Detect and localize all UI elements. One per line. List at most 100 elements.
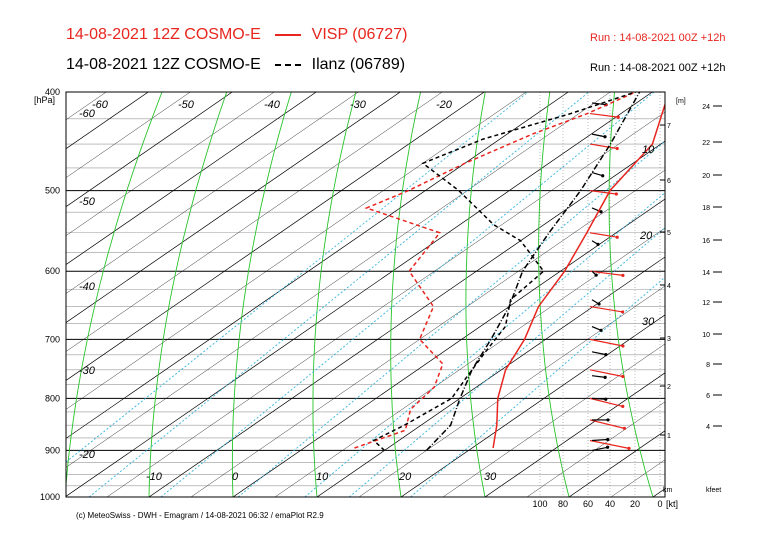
dry-adiabat-line [744, 92, 766, 497]
ilanz-wind-arrow-head [599, 328, 603, 332]
visp-wind-arrow [589, 112, 619, 118]
isotherm-line [0, 92, 22, 497]
km-tick-label: 6 [667, 178, 671, 185]
kfeet-tick-label: 20 [702, 173, 710, 180]
ilanz-wind-arrow [591, 397, 606, 400]
isotherm-bottom-label: -10 [146, 471, 163, 483]
kfeet-tick-label: 12 [702, 300, 710, 307]
km-tick-label: 4 [667, 283, 671, 290]
isotherm-left-label: -20 [79, 449, 96, 461]
kt-tick-label: 40 [605, 499, 615, 509]
mixing-ratio-line [349, 227, 665, 497]
isotherm-left-label: -30 [79, 365, 96, 377]
isotherm-line [66, 92, 569, 439]
kfeet-tick-label: 14 [702, 270, 710, 277]
km-bottom-label: km [663, 487, 673, 494]
ilanz-wind-arrow-head [603, 135, 607, 139]
visp-temperature-line [492, 102, 665, 449]
grid-layer [0, 92, 665, 497]
plot-frame [65, 91, 666, 498]
isotherm-line [232, 198, 665, 497]
ilanz-wind-arrow [591, 325, 602, 331]
dry-adiabat-line [608, 92, 654, 497]
isotherm-line [66, 92, 107, 121]
isotherm-line [484, 372, 665, 497]
visp-wind-arrow-head [615, 235, 619, 239]
isotherm-top-label: -60 [92, 99, 109, 111]
visp-wind-arrow [589, 143, 618, 150]
kt-axis-label: [kt] [666, 499, 678, 509]
ilanz-wind-arrow-head [601, 174, 605, 178]
visp-title: 14-08-2021 12Z COSMO-E VISP (06727) [66, 26, 407, 44]
pressure-tick-label: 400 [45, 87, 60, 97]
visp-wind-arrow [589, 232, 618, 238]
visp-legend-line [275, 33, 302, 36]
wind-speed-label: 30 [642, 316, 655, 328]
pressure-tick-label: 900 [45, 445, 60, 455]
dry-adiabat-line [312, 92, 357, 497]
ilanz-wind-arrow-head [594, 273, 598, 277]
ilanz-wind-arrow-head [606, 418, 610, 422]
kfeet-tick-label: 22 [702, 140, 710, 147]
ilanz-run-label: Run : 14-08-2021 00Z +12h [590, 62, 726, 74]
isotherm-line [66, 92, 527, 410]
mixing-ratio-line [304, 192, 665, 497]
dry-adiabat-line [231, 92, 292, 497]
pressure-unit-label: [hPa] [34, 95, 55, 105]
dry-adiabat-line [465, 92, 486, 497]
visp-wind-arrow-head [621, 374, 625, 379]
isotherm-left-label: -50 [79, 196, 96, 208]
dry-adiabat-line [390, 92, 422, 497]
isotherm-line [66, 92, 653, 497]
mixing-ratio-layer [66, 92, 665, 497]
km-axis-label: [m] [676, 98, 686, 105]
isotherm-left-label: -60 [79, 108, 96, 120]
ilanz-wind-arrow-head [599, 210, 603, 214]
isotherm-top-label: -40 [264, 99, 281, 111]
ilanz-wind-arrow [591, 446, 608, 452]
visp-wind-arrow-head [621, 310, 625, 314]
visp-wind-arrow-head [615, 146, 619, 151]
isotherm-bottom-label: 10 [316, 471, 329, 483]
isotherm-top-label: -20 [436, 99, 453, 111]
visp-run-label: Run : 14-08-2021 00Z +12h [590, 32, 726, 44]
ilanz-wind-arrow-head [603, 375, 607, 379]
dry-adiabat-line [148, 92, 228, 497]
isotherm-line [400, 314, 665, 497]
isotherm-line [190, 169, 665, 497]
visp-wind-arrow-head [614, 192, 618, 196]
isotherm-line [66, 92, 443, 352]
ilanz-wind-arrow-head [605, 445, 610, 449]
visp-wind-arrow [589, 306, 623, 313]
profiles-layer [354, 92, 665, 451]
visp-wind-arrow-head [621, 404, 625, 409]
ilanz-wind-arrow [591, 133, 606, 138]
isotherm-line [316, 256, 665, 497]
ilanz-wind-arrow-head [604, 353, 608, 357]
wind-speed-label: 20 [639, 230, 653, 242]
isotherm-line [0, 92, 64, 497]
ilanz-wind-arrow [591, 102, 607, 106]
kfeet-axis-label: kfeet [706, 487, 721, 494]
ilanz-model-label: 14-08-2021 12Z COSMO-E [66, 56, 261, 73]
visp-station-label: VISP (06727) [311, 26, 408, 43]
kfeet-tick-label: 16 [702, 238, 710, 245]
isotherm-line [66, 92, 401, 323]
visp-wind-arrow [589, 419, 625, 429]
kt-tick-label: 80 [558, 499, 568, 509]
visp-wind-arrow [589, 439, 630, 449]
visp-wind-arrow-head [622, 426, 627, 430]
kt-tick-label: 60 [583, 499, 593, 509]
dry-adiabats-layer [66, 92, 766, 497]
km-tick-label: 7 [667, 123, 671, 130]
visp-dewpoint-line [354, 92, 636, 449]
pressure-tick-label: 600 [45, 266, 60, 276]
isotherm-line [66, 92, 359, 294]
wind-speed-label: 10 [642, 144, 655, 156]
isotherm-line [358, 285, 665, 497]
pressure-tick-label: 800 [45, 393, 60, 403]
visp-wind-arrow-head [621, 344, 625, 348]
km-tick-label: 3 [667, 336, 671, 343]
visp-model-label: 14-08-2021 12Z COSMO-E [66, 26, 261, 43]
